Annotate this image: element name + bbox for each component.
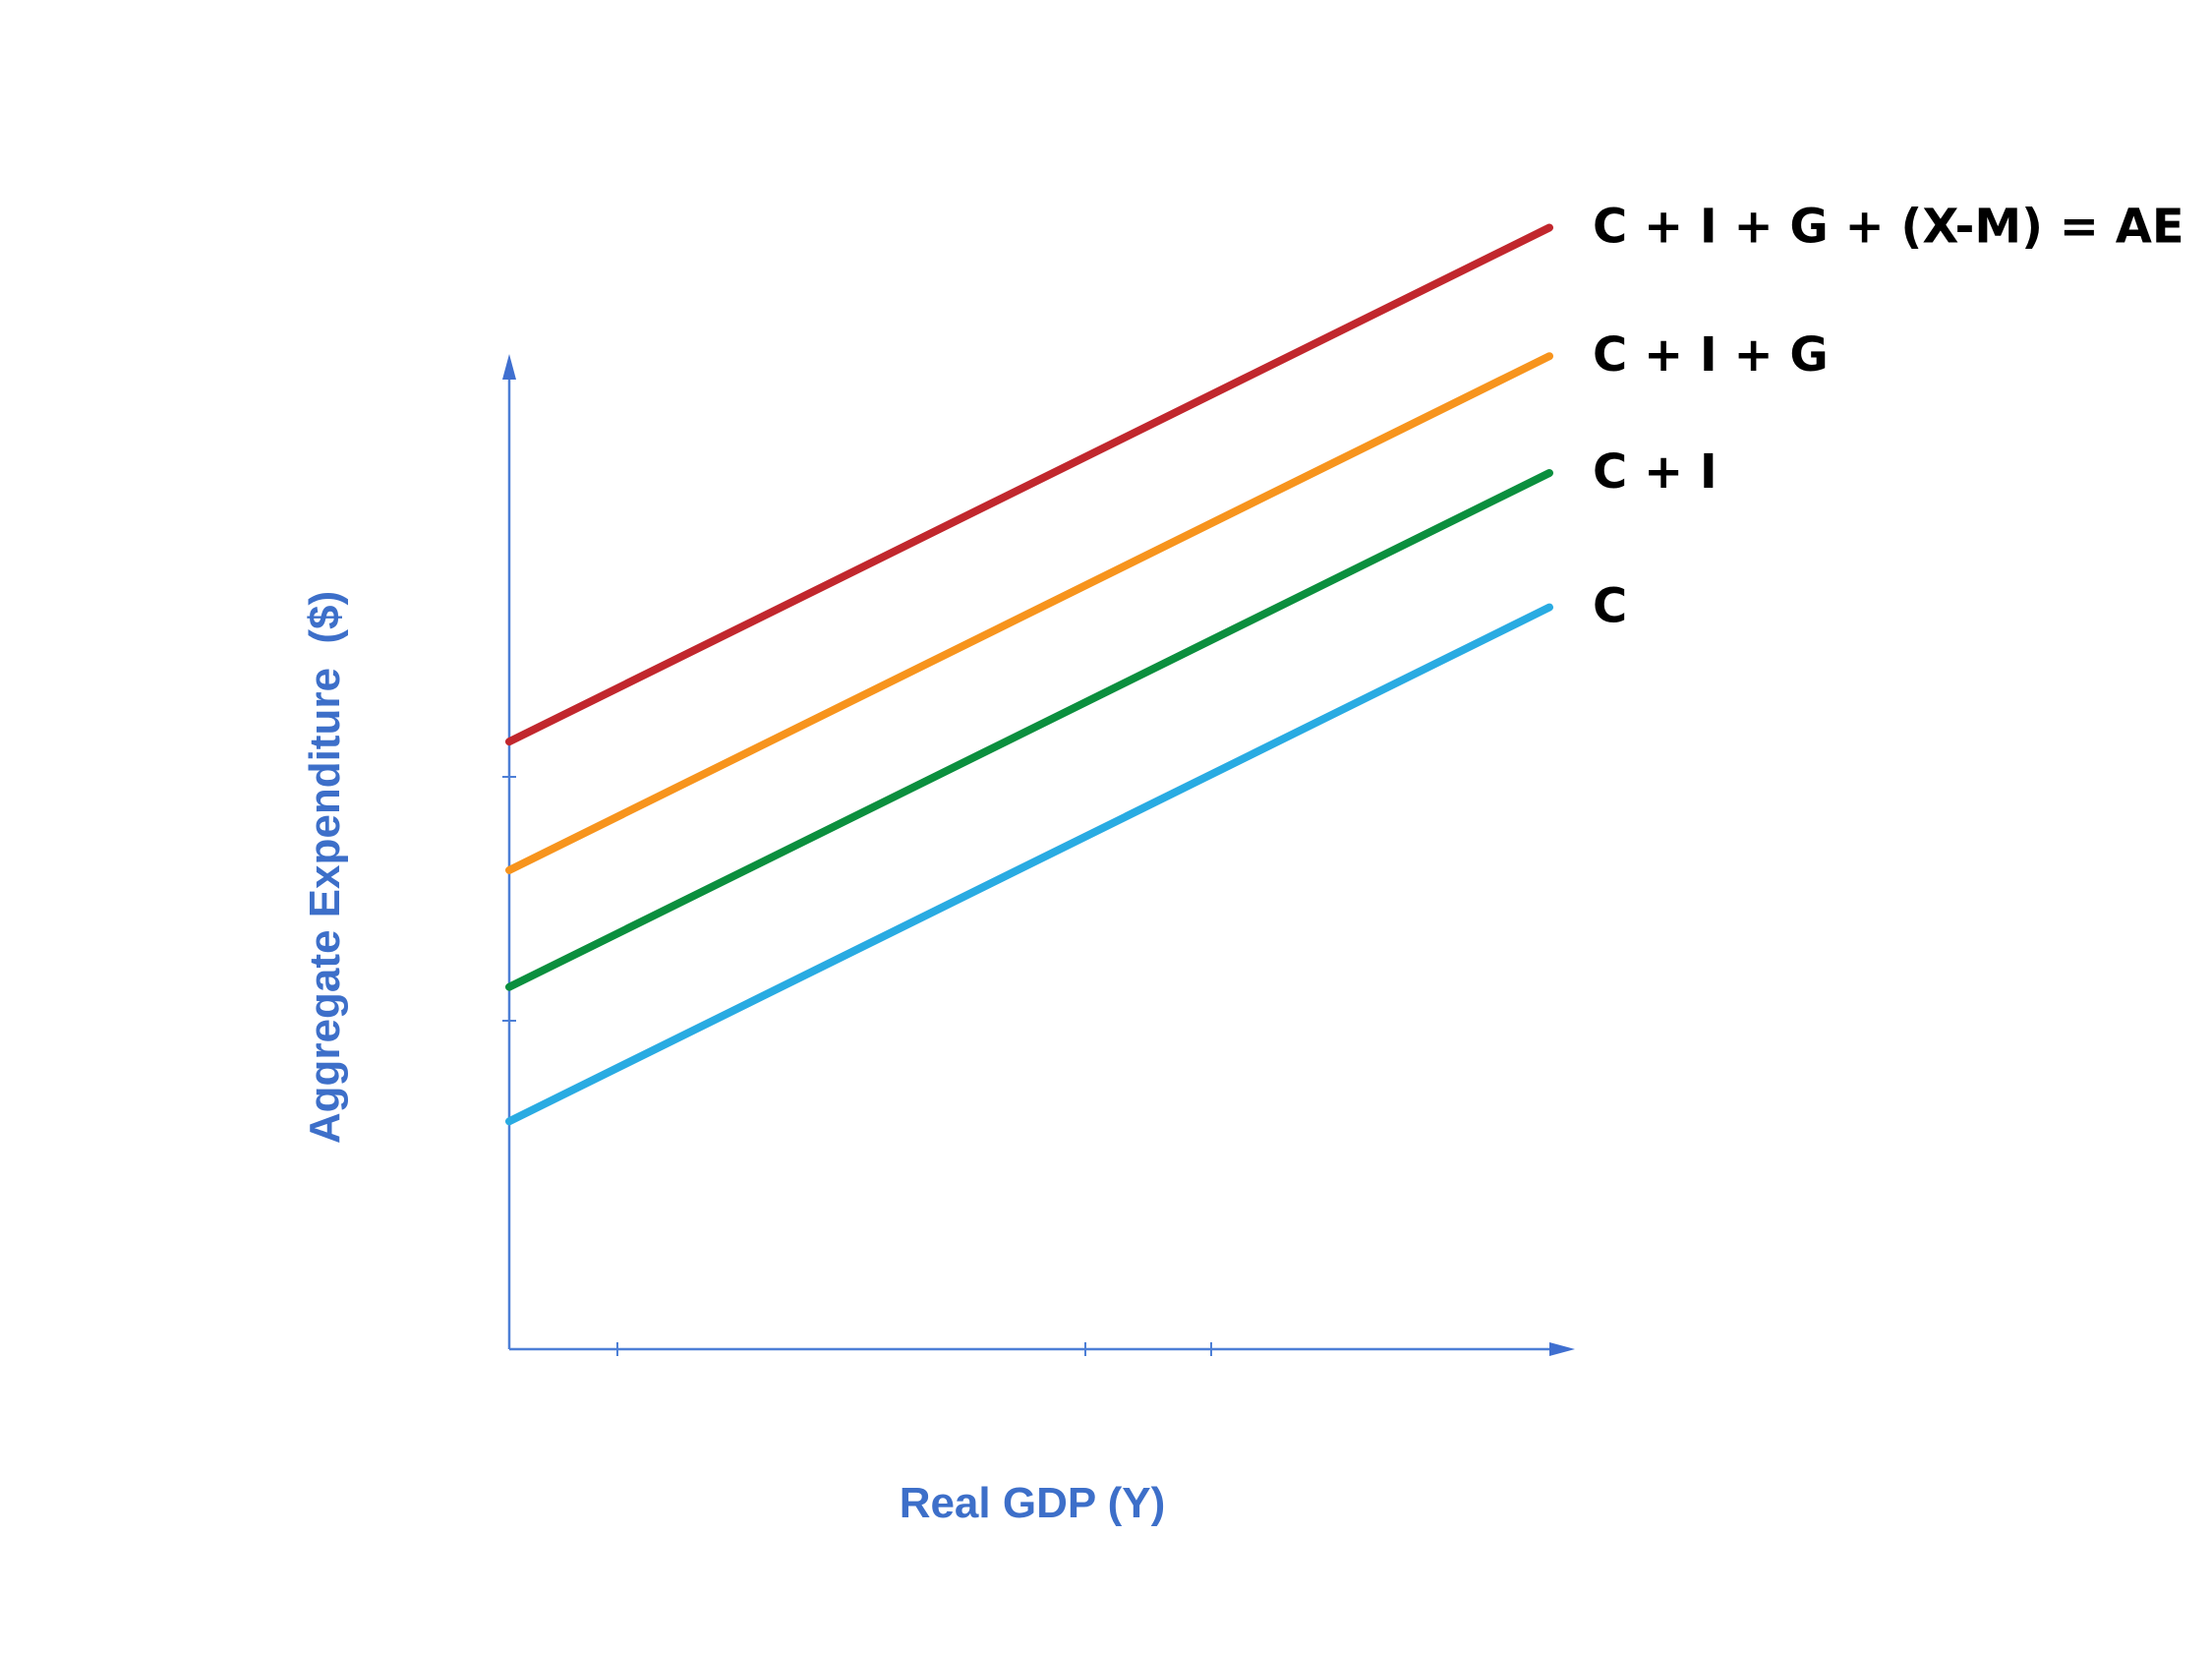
axes	[502, 354, 1575, 1356]
series-line-ae	[505, 223, 1553, 746]
series-layer: C + I + G + (X-M) = AE C + I + G C + I C	[505, 200, 2184, 1126]
series-label-c: C	[1593, 579, 1627, 634]
series-line-c-i-g	[505, 352, 1553, 874]
series-label-c-i-g: C + I + G	[1593, 327, 1829, 383]
y-axis-arrow	[502, 354, 516, 380]
x-axis-title: Real GDP (Y)	[900, 1479, 1166, 1527]
x-axis-arrow	[1549, 1342, 1575, 1356]
y-axis-title: Aggregate Expenditure ($)	[301, 591, 349, 1144]
series-line-c-i	[505, 469, 1553, 991]
series-label-c-i: C + I	[1593, 444, 1717, 500]
series-label-ae: C + I + G + (X-M) = AE	[1593, 200, 2184, 255]
series-line-c	[505, 603, 1553, 1126]
